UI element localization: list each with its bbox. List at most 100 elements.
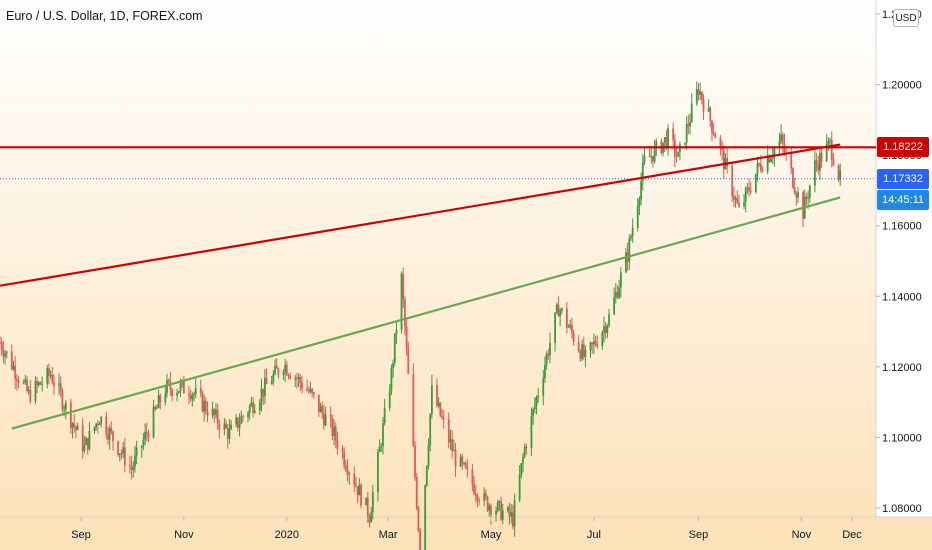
candle-body	[108, 428, 111, 440]
candle-body	[193, 393, 195, 395]
candle-body	[756, 163, 759, 174]
symbol-title[interactable]: Euro / U.S. Dollar, 1D, FOREX.com	[6, 9, 203, 23]
candle-body	[238, 423, 241, 428]
candle-body	[164, 393, 167, 403]
candle-body	[508, 507, 511, 517]
price-axis-background	[876, 0, 932, 517]
candle-body	[498, 501, 501, 503]
candle-body	[14, 365, 17, 379]
candle-body	[652, 155, 654, 162]
currency-button[interactable]: USD	[893, 9, 919, 27]
candle-body	[533, 405, 536, 410]
candle-body	[377, 452, 379, 493]
candle-body	[395, 329, 398, 334]
candle-body	[461, 456, 464, 464]
candle-body	[437, 402, 440, 406]
candle-body	[638, 199, 641, 206]
candle-body	[677, 151, 680, 157]
candle-body	[653, 146, 656, 162]
candle-body	[83, 444, 86, 452]
candle-body	[378, 446, 381, 453]
candle-body	[565, 308, 568, 328]
candle-body	[559, 310, 562, 317]
candle-body	[689, 122, 691, 127]
candle-body	[748, 187, 750, 192]
candle-body	[117, 441, 119, 455]
candle-body	[792, 168, 794, 188]
candle-body	[228, 428, 231, 439]
time-tick-label: May	[481, 529, 502, 541]
candle-body	[201, 392, 204, 412]
candle-body	[247, 413, 249, 417]
candle-body	[454, 449, 457, 467]
candle-body	[495, 510, 497, 515]
candle-body	[213, 409, 216, 416]
time-tick-label: Jul	[587, 529, 601, 541]
candle-body	[61, 391, 64, 410]
price-tick-label: 1.08000	[882, 503, 922, 515]
candle-body	[179, 383, 182, 392]
candle-body	[63, 409, 66, 411]
candle-body	[619, 272, 622, 288]
candle-body	[182, 380, 185, 394]
candle-body	[29, 389, 32, 402]
candle-body	[709, 107, 712, 121]
candle-body	[53, 382, 55, 386]
candle-body	[761, 170, 764, 172]
candle-body	[204, 400, 207, 412]
time-tick-label: 2020	[275, 529, 299, 541]
candle-body	[334, 426, 337, 441]
candle-body	[501, 510, 504, 520]
candle-body	[152, 406, 155, 438]
candle-body	[837, 165, 840, 180]
candle-body	[17, 380, 20, 383]
candle-body	[51, 374, 54, 383]
time-tick-label: Nov	[174, 529, 194, 541]
time-tick-label: Mar	[379, 529, 398, 541]
candle-body	[808, 185, 811, 198]
candle-body	[557, 304, 560, 317]
candle-body	[478, 500, 481, 502]
candle-body	[744, 188, 747, 203]
candle-body	[530, 415, 533, 448]
candle-body	[356, 486, 359, 496]
candle-body	[258, 402, 261, 411]
candle-body	[284, 364, 287, 372]
time-axis[interactable]: Sep Nov 2020 Mar May Jul Sep Nov Dec	[71, 517, 862, 541]
candle-body	[424, 485, 427, 550]
candle-body	[223, 423, 226, 430]
candle-body	[417, 507, 420, 531]
candle-body	[690, 103, 693, 123]
candle-body	[625, 252, 627, 273]
candle-body	[307, 390, 310, 392]
candle-body	[738, 202, 740, 207]
candle-body	[69, 402, 72, 428]
candle-body	[331, 417, 334, 436]
candle-body	[549, 342, 551, 356]
candle-body	[490, 506, 492, 515]
candle-body	[110, 428, 113, 432]
candle-body	[414, 445, 416, 477]
candle-body	[85, 438, 87, 445]
candle-body	[793, 187, 796, 194]
candle-body	[388, 391, 391, 409]
candle-body	[712, 132, 715, 135]
candle-body	[829, 139, 831, 142]
candle-body	[667, 128, 670, 149]
candle-body	[129, 465, 131, 467]
candle-body	[594, 341, 597, 345]
candle-body	[317, 394, 320, 413]
candle-body	[203, 400, 206, 412]
trendlines[interactable]	[0, 143, 841, 430]
candle-body	[596, 344, 599, 347]
candle-body	[248, 406, 251, 414]
candle-body	[542, 378, 545, 396]
candle-body	[697, 89, 700, 95]
candle-body	[476, 495, 479, 501]
candle-body	[34, 381, 37, 402]
candle-body	[134, 455, 136, 467]
upper-trendline	[0, 143, 841, 287]
candle-body	[132, 466, 135, 470]
candle-body	[579, 351, 582, 360]
